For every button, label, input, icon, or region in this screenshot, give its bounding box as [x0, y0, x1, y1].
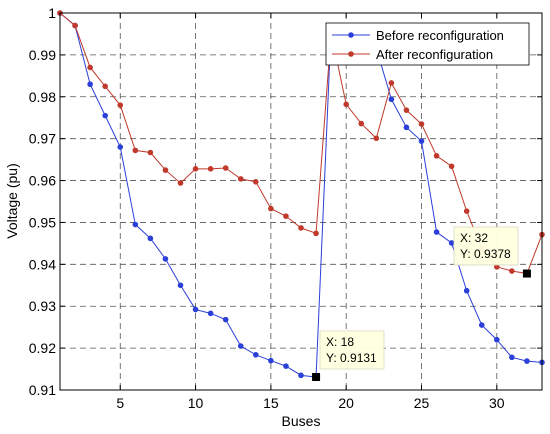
y-tick-label: 0.92	[29, 340, 56, 356]
data-point	[388, 80, 395, 86]
datatip-y-text: Y: 0.9378	[460, 247, 511, 261]
data-point	[418, 138, 425, 144]
datatip-marker	[522, 269, 531, 278]
y-axis-label: Voltage (pu)	[4, 163, 20, 239]
data-point	[388, 96, 395, 103]
y-tick-label: 0.93	[29, 298, 56, 314]
data-point	[162, 256, 169, 262]
axis-ticks: 5 10 15 20 25 30 0.91 0.92 0.93 0.94 0.95 0.96 0.97 0…	[29, 5, 542, 411]
datatip-box	[319, 330, 385, 370]
datatip-x-text: X: 18	[326, 335, 354, 349]
data-point	[494, 336, 500, 343]
data-point	[403, 107, 410, 113]
datatips[interactable]: X: 18 Y: 0.9131 X: 32 Y: 0.9378	[312, 226, 531, 382]
data-point	[253, 352, 259, 358]
data-point	[147, 235, 154, 242]
datatip[interactable]: X: 18 Y: 0.9131	[312, 330, 385, 382]
data-point	[448, 240, 455, 246]
data-point	[373, 135, 380, 142]
y-tick-label: 0.96	[29, 173, 56, 189]
y-tick-label: 0.95	[29, 214, 56, 230]
data-point	[237, 343, 244, 349]
datatip-box	[453, 226, 519, 266]
legend-label: After reconfiguration	[376, 47, 493, 62]
y-tick-label: 0.97	[29, 131, 56, 147]
data-point	[463, 208, 470, 214]
data-point	[463, 287, 470, 294]
data-point	[358, 120, 365, 127]
legend-label: Before reconfiguration	[376, 28, 504, 43]
grid	[60, 13, 542, 390]
data-point	[418, 121, 425, 127]
legend-swatch-marker	[348, 51, 354, 57]
data-point	[253, 179, 259, 185]
data-point	[192, 166, 199, 172]
data-point	[509, 354, 515, 361]
data-point	[177, 180, 184, 186]
data-point	[237, 176, 244, 182]
data-point	[509, 268, 515, 274]
data-point	[147, 149, 154, 156]
data-point	[117, 102, 124, 108]
data-point	[298, 372, 304, 379]
data-point	[433, 229, 440, 235]
legend-item-after: After reconfiguration	[332, 47, 493, 62]
data-point	[343, 101, 349, 108]
data-point	[283, 363, 289, 369]
data-point	[117, 144, 124, 150]
data-point	[222, 165, 229, 171]
x-tick-label: 10	[188, 395, 204, 411]
data-point	[132, 221, 139, 228]
data-point	[87, 81, 93, 88]
data-point	[222, 316, 229, 323]
data-point	[448, 163, 455, 170]
y-tick-label: 0.98	[29, 89, 56, 105]
y-tick-label: 0.94	[29, 256, 56, 272]
x-tick-label: 5	[116, 395, 124, 411]
data-point	[268, 357, 274, 364]
data-point	[268, 205, 274, 212]
data-point	[298, 225, 304, 231]
legend-box	[325, 22, 530, 66]
data-point	[313, 230, 319, 237]
y-tick-label: 0.99	[29, 47, 56, 63]
data-point	[102, 83, 108, 90]
data-point	[524, 358, 530, 364]
data-point	[433, 153, 440, 159]
data-point	[132, 147, 139, 154]
x-tick-label: 15	[263, 395, 279, 411]
x-tick-label: 30	[489, 395, 505, 411]
data-point	[478, 322, 485, 328]
x-tick-label: 25	[414, 395, 430, 411]
data-point	[403, 124, 410, 131]
data-point	[207, 166, 214, 172]
y-tick-label: 0.91	[29, 382, 56, 398]
legend: Before reconfiguration After reconfigurat…	[325, 22, 530, 66]
y-tick-label: 1	[48, 5, 56, 21]
datatip-x-text: X: 32	[460, 231, 488, 245]
plot-area	[60, 13, 542, 390]
x-axis-label: Buses	[282, 413, 321, 429]
data-point	[87, 64, 93, 71]
datatip-marker	[312, 373, 321, 382]
datatip[interactable]: X: 32 Y: 0.9378	[453, 226, 531, 278]
data-point	[283, 213, 289, 219]
data-point	[72, 22, 78, 29]
datatip-y-text: Y: 0.9131	[326, 351, 377, 365]
data-point	[162, 167, 169, 173]
data-point	[192, 306, 199, 313]
legend-item-before: Before reconfiguration	[332, 28, 504, 43]
x-tick-label: 20	[338, 395, 354, 411]
plot-frame	[59, 12, 543, 391]
legend-swatch-marker	[348, 32, 354, 38]
data-point	[102, 112, 108, 119]
data-point	[177, 282, 184, 289]
data-point	[494, 264, 500, 270]
data-point	[207, 310, 214, 317]
